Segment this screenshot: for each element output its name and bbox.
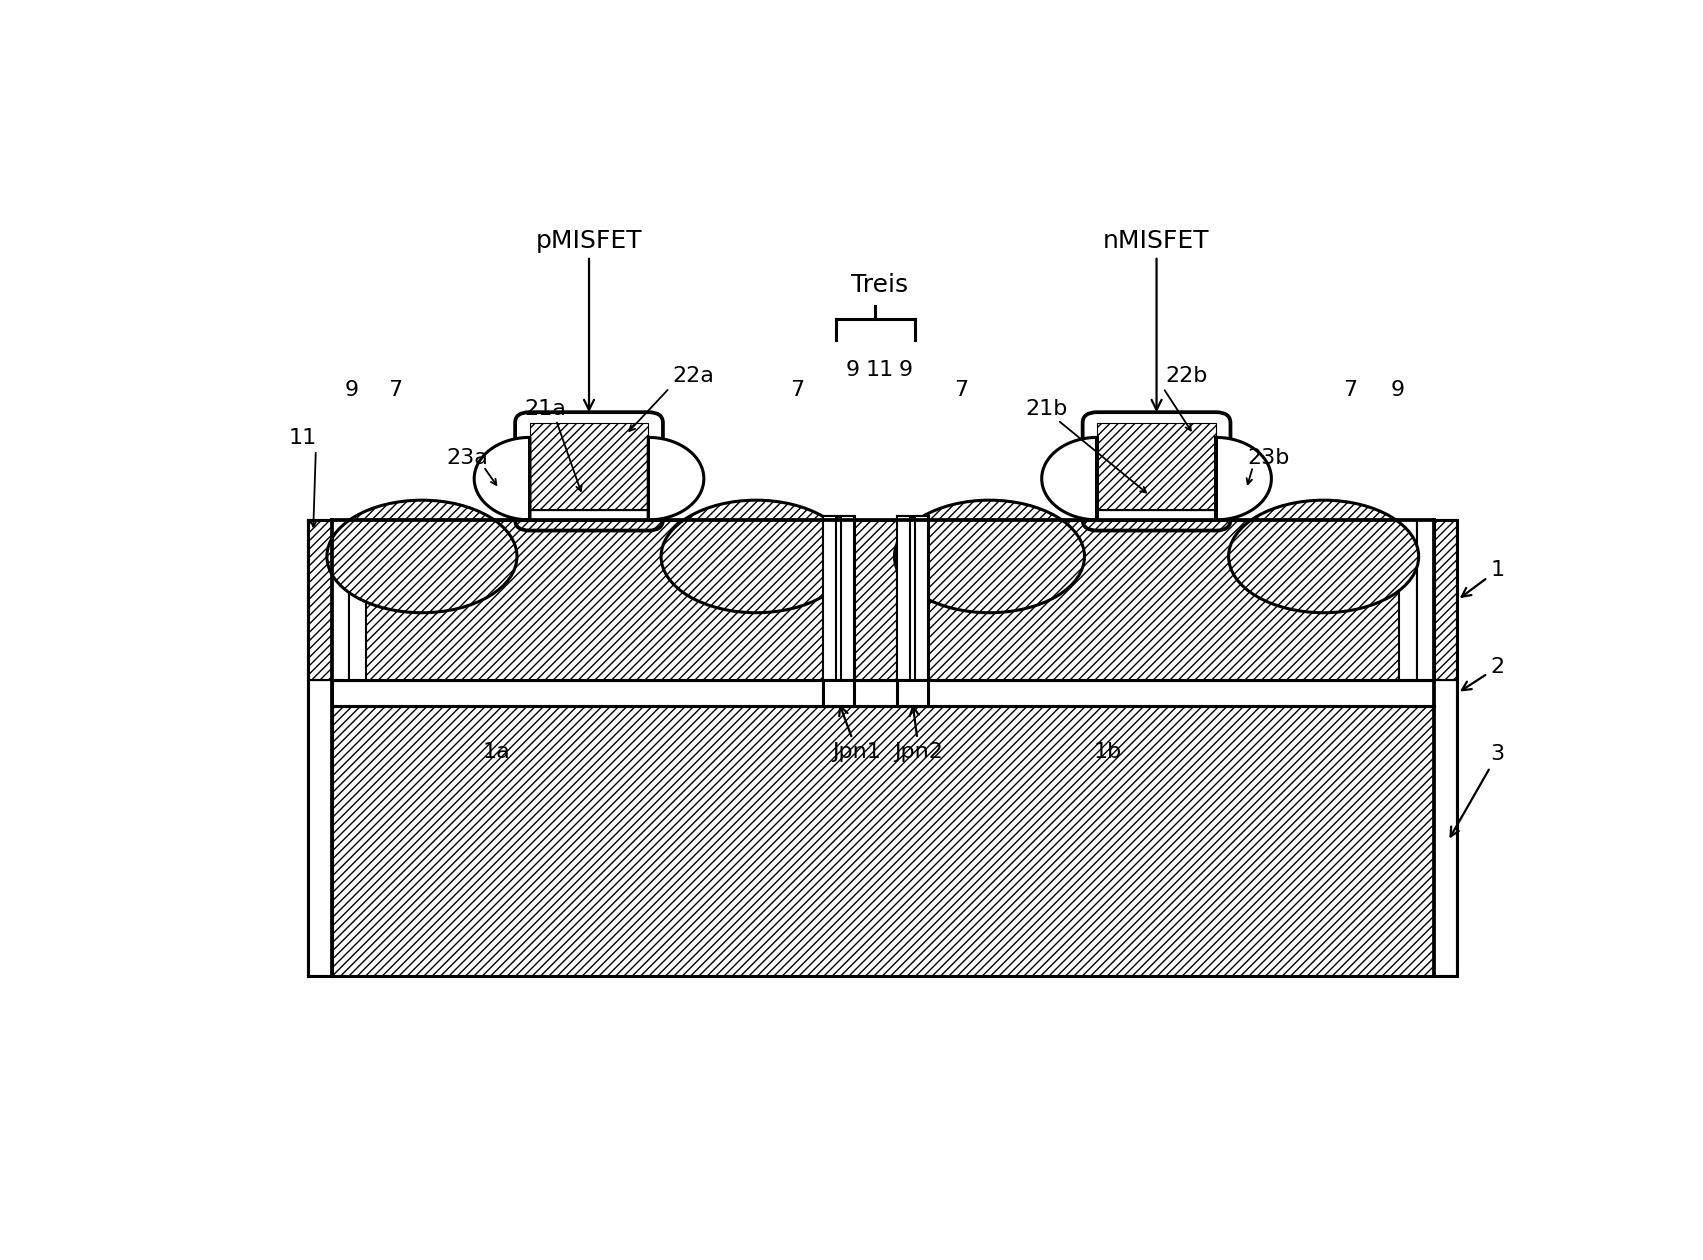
Bar [332, 520, 1434, 680]
Bar [530, 423, 649, 510]
Bar [332, 520, 1434, 680]
Bar [896, 517, 928, 706]
Bar [823, 517, 855, 706]
Ellipse shape [327, 500, 518, 612]
Text: 7: 7 [1344, 379, 1357, 399]
Bar [1097, 423, 1216, 510]
Text: 21b: 21b [1025, 399, 1068, 420]
Bar [332, 520, 1434, 680]
Text: 1: 1 [1461, 561, 1504, 597]
Text: 7: 7 [790, 379, 804, 399]
Polygon shape [1216, 437, 1272, 520]
Text: 21a: 21a [525, 399, 567, 420]
Bar [1417, 520, 1434, 680]
Bar [1434, 520, 1458, 680]
Text: 1b: 1b [1093, 742, 1122, 761]
Ellipse shape [894, 500, 1085, 612]
Polygon shape [1042, 437, 1097, 520]
Bar [1434, 680, 1458, 975]
Text: 7: 7 [388, 379, 402, 399]
Bar [530, 510, 649, 520]
Ellipse shape [1228, 500, 1419, 612]
Text: 2: 2 [1461, 658, 1504, 690]
Bar [308, 520, 332, 680]
Text: pMISFET: pMISFET [536, 229, 642, 410]
Polygon shape [649, 437, 703, 520]
Text: 3: 3 [1451, 745, 1504, 837]
Bar [308, 680, 332, 975]
Text: 11: 11 [288, 428, 317, 449]
Text: 1a: 1a [482, 742, 511, 761]
Text: Jpn2: Jpn2 [894, 707, 943, 761]
Bar [1097, 423, 1216, 510]
Bar [1097, 510, 1216, 520]
Text: 9: 9 [1391, 379, 1405, 399]
Bar [1434, 520, 1458, 680]
Bar [530, 423, 649, 510]
Text: 22a: 22a [673, 367, 714, 386]
Text: 23b: 23b [1248, 447, 1289, 467]
Text: nMISFET: nMISFET [1104, 229, 1209, 410]
Bar [308, 520, 332, 680]
Bar [332, 680, 1434, 706]
Ellipse shape [661, 500, 852, 612]
Bar [915, 517, 928, 680]
Text: Treis: Treis [852, 273, 908, 297]
Bar [823, 517, 836, 680]
Bar [1400, 520, 1417, 680]
Text: Jpn1: Jpn1 [833, 707, 882, 761]
Bar [530, 423, 649, 510]
Text: 11: 11 [865, 360, 894, 381]
Bar [896, 517, 909, 680]
Text: 9: 9 [899, 360, 913, 381]
Text: 22b: 22b [1167, 367, 1207, 386]
Text: 7: 7 [954, 379, 969, 399]
Text: 9: 9 [344, 379, 359, 399]
Polygon shape [473, 437, 530, 520]
Text: 9: 9 [846, 360, 860, 381]
Bar [308, 520, 332, 680]
Text: 23a: 23a [446, 447, 489, 467]
Bar [1434, 520, 1458, 680]
Bar [1097, 423, 1216, 510]
Bar [349, 520, 366, 680]
Bar [332, 520, 349, 680]
Bar [332, 706, 1434, 975]
Bar [841, 517, 855, 680]
Bar [332, 706, 1434, 975]
Bar [332, 706, 1434, 975]
